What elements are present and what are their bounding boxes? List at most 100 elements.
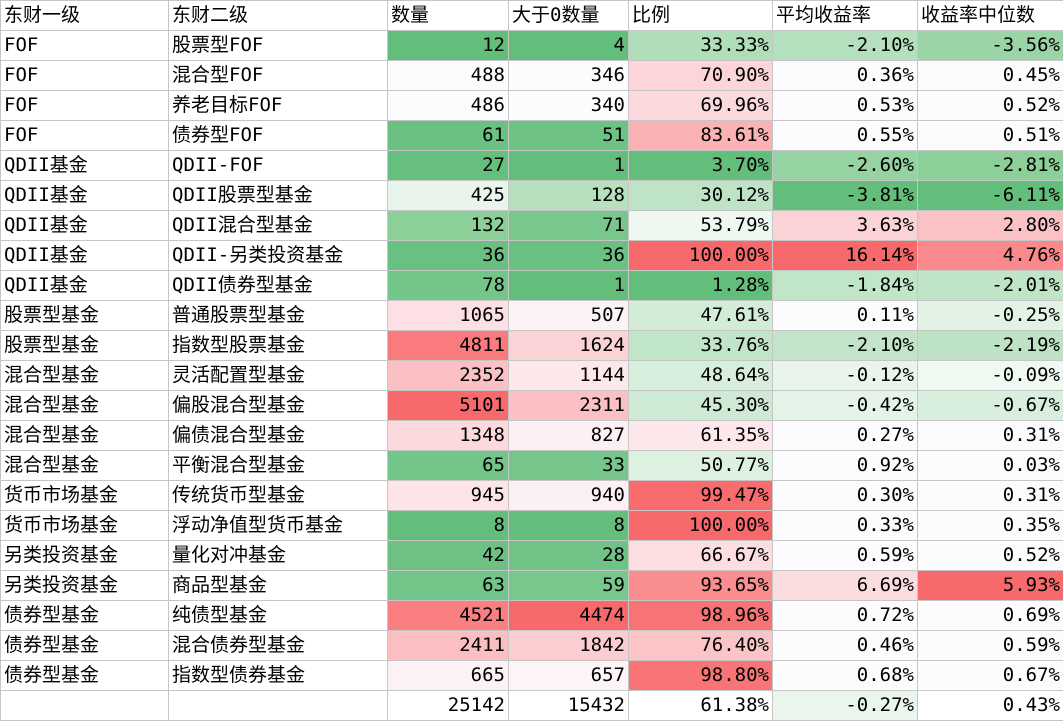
- cell-ratio[interactable]: 76.40%: [628, 630, 773, 661]
- cell-level1-category[interactable]: 股票型基金: [0, 330, 169, 361]
- cell-ratio[interactable]: 50.77%: [628, 450, 773, 481]
- cell-median-return[interactable]: 0.31%: [917, 420, 1063, 451]
- header-average-return[interactable]: 平均收益率: [772, 0, 918, 31]
- cell-median-return[interactable]: 0.51%: [917, 120, 1063, 151]
- cell-positive-count[interactable]: 71: [508, 210, 629, 241]
- cell-level1-category[interactable]: 债券型基金: [0, 630, 169, 661]
- cell-level2-category[interactable]: 混合型FOF: [168, 60, 388, 91]
- cell-average-return[interactable]: 0.33%: [772, 510, 918, 541]
- cell-average-return[interactable]: 6.69%: [772, 570, 918, 601]
- cell-level1-category[interactable]: 股票型基金: [0, 300, 169, 331]
- cell-average-return[interactable]: 0.27%: [772, 420, 918, 451]
- cell-positive-count[interactable]: 1: [508, 270, 629, 301]
- cell-level2-category[interactable]: 普通股票型基金: [168, 300, 388, 331]
- cell-level1-category[interactable]: 混合型基金: [0, 420, 169, 451]
- cell-average-return[interactable]: -2.10%: [772, 330, 918, 361]
- cell-median-return[interactable]: -0.25%: [917, 300, 1063, 331]
- cell-average-return[interactable]: -1.84%: [772, 270, 918, 301]
- cell-ratio[interactable]: 99.47%: [628, 480, 773, 511]
- cell-ratio[interactable]: 93.65%: [628, 570, 773, 601]
- cell-ratio[interactable]: 47.61%: [628, 300, 773, 331]
- cell-count[interactable]: 12: [387, 30, 509, 61]
- total-cell-level1[interactable]: [0, 690, 169, 721]
- cell-median-return[interactable]: 0.31%: [917, 480, 1063, 511]
- cell-level2-category[interactable]: 灵活配置型基金: [168, 360, 388, 391]
- cell-count[interactable]: 36: [387, 240, 509, 271]
- cell-count[interactable]: 2352: [387, 360, 509, 391]
- cell-average-return[interactable]: 0.55%: [772, 120, 918, 151]
- cell-count[interactable]: 78: [387, 270, 509, 301]
- cell-median-return[interactable]: -2.81%: [917, 150, 1063, 181]
- cell-average-return[interactable]: 0.72%: [772, 600, 918, 631]
- cell-level1-category[interactable]: 混合型基金: [0, 390, 169, 421]
- cell-positive-count[interactable]: 128: [508, 180, 629, 211]
- cell-level1-category[interactable]: 混合型基金: [0, 360, 169, 391]
- cell-median-return[interactable]: -3.56%: [917, 30, 1063, 61]
- cell-average-return[interactable]: 0.36%: [772, 60, 918, 91]
- cell-positive-count[interactable]: 340: [508, 90, 629, 121]
- cell-count[interactable]: 5101: [387, 390, 509, 421]
- cell-average-return[interactable]: 0.46%: [772, 630, 918, 661]
- cell-positive-count[interactable]: 346: [508, 60, 629, 91]
- cell-count[interactable]: 486: [387, 90, 509, 121]
- cell-level2-category[interactable]: 商品型基金: [168, 570, 388, 601]
- cell-count[interactable]: 42: [387, 540, 509, 571]
- cell-median-return[interactable]: -0.67%: [917, 390, 1063, 421]
- cell-median-return[interactable]: 5.93%: [917, 570, 1063, 601]
- cell-ratio[interactable]: 30.12%: [628, 180, 773, 211]
- cell-ratio[interactable]: 83.61%: [628, 120, 773, 151]
- cell-ratio[interactable]: 100.00%: [628, 240, 773, 271]
- cell-median-return[interactable]: 0.67%: [917, 660, 1063, 691]
- cell-average-return[interactable]: 0.59%: [772, 540, 918, 571]
- cell-average-return[interactable]: -0.12%: [772, 360, 918, 391]
- cell-positive-count[interactable]: 33: [508, 450, 629, 481]
- cell-median-return[interactable]: -6.11%: [917, 180, 1063, 211]
- cell-positive-count[interactable]: 36: [508, 240, 629, 271]
- cell-positive-count[interactable]: 51: [508, 120, 629, 151]
- cell-median-return[interactable]: 0.52%: [917, 90, 1063, 121]
- cell-average-return[interactable]: 0.92%: [772, 450, 918, 481]
- cell-level1-category[interactable]: QDII基金: [0, 240, 169, 271]
- total-cell-ratio[interactable]: 61.38%: [628, 690, 773, 721]
- cell-average-return[interactable]: 0.11%: [772, 300, 918, 331]
- cell-level2-category[interactable]: QDII混合型基金: [168, 210, 388, 241]
- header-ratio[interactable]: 比例: [628, 0, 773, 31]
- cell-ratio[interactable]: 100.00%: [628, 510, 773, 541]
- cell-level2-category[interactable]: 养老目标FOF: [168, 90, 388, 121]
- cell-positive-count[interactable]: 507: [508, 300, 629, 331]
- cell-level2-category[interactable]: QDII-另类投资基金: [168, 240, 388, 271]
- cell-positive-count[interactable]: 4: [508, 30, 629, 61]
- cell-positive-count[interactable]: 59: [508, 570, 629, 601]
- cell-median-return[interactable]: -0.09%: [917, 360, 1063, 391]
- header-positive-count[interactable]: 大于0数量: [508, 0, 629, 31]
- cell-count[interactable]: 65: [387, 450, 509, 481]
- cell-ratio[interactable]: 53.79%: [628, 210, 773, 241]
- total-cell-count[interactable]: 25142: [387, 690, 509, 721]
- cell-level1-category[interactable]: FOF: [0, 30, 169, 61]
- cell-ratio[interactable]: 1.28%: [628, 270, 773, 301]
- cell-count[interactable]: 8: [387, 510, 509, 541]
- cell-level1-category[interactable]: FOF: [0, 90, 169, 121]
- cell-count[interactable]: 1065: [387, 300, 509, 331]
- cell-level1-category[interactable]: 货币市场基金: [0, 510, 169, 541]
- cell-level2-category[interactable]: QDII-FOF: [168, 150, 388, 181]
- cell-positive-count[interactable]: 2311: [508, 390, 629, 421]
- cell-median-return[interactable]: 0.52%: [917, 540, 1063, 571]
- cell-positive-count[interactable]: 657: [508, 660, 629, 691]
- cell-median-return[interactable]: -2.01%: [917, 270, 1063, 301]
- cell-level2-category[interactable]: QDII债券型基金: [168, 270, 388, 301]
- cell-ratio[interactable]: 98.96%: [628, 600, 773, 631]
- cell-median-return[interactable]: 0.69%: [917, 600, 1063, 631]
- cell-count[interactable]: 63: [387, 570, 509, 601]
- cell-level2-category[interactable]: QDII股票型基金: [168, 180, 388, 211]
- cell-level2-category[interactable]: 纯债型基金: [168, 600, 388, 631]
- cell-count[interactable]: 665: [387, 660, 509, 691]
- cell-average-return[interactable]: -3.81%: [772, 180, 918, 211]
- cell-positive-count[interactable]: 1144: [508, 360, 629, 391]
- cell-level1-category[interactable]: QDII基金: [0, 180, 169, 211]
- cell-level2-category[interactable]: 浮动净值型货币基金: [168, 510, 388, 541]
- cell-positive-count[interactable]: 28: [508, 540, 629, 571]
- cell-median-return[interactable]: 0.03%: [917, 450, 1063, 481]
- cell-count[interactable]: 4811: [387, 330, 509, 361]
- cell-positive-count[interactable]: 940: [508, 480, 629, 511]
